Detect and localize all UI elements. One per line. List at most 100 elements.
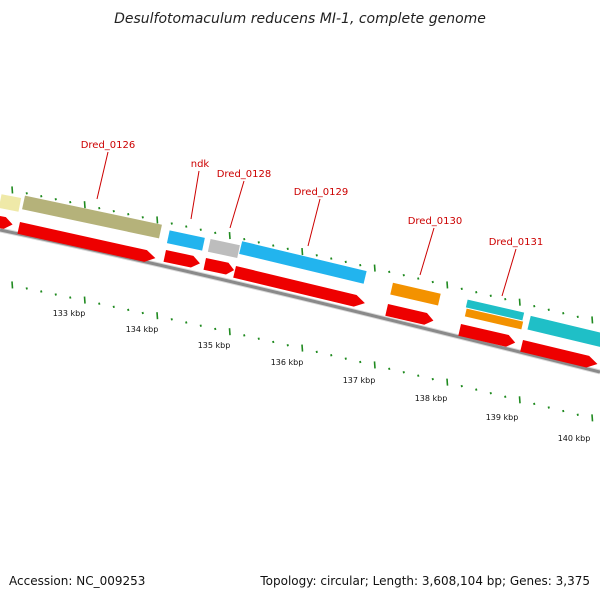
major-tick	[11, 186, 14, 194]
gene-label-dred-0130: Dred_0130	[408, 216, 463, 227]
backbone	[0, 227, 600, 375]
kbp-label-135: 135 kbp	[198, 341, 231, 350]
minor-tick	[359, 360, 362, 364]
minor-tick	[54, 293, 57, 296]
kbp-label-138: 138 kbp	[415, 394, 448, 403]
minor-tick	[25, 192, 28, 195]
minor-tick	[359, 263, 362, 267]
minor-tick	[576, 315, 579, 319]
minor-tick	[214, 327, 217, 331]
minor-tick	[69, 200, 72, 204]
minor-tick	[40, 290, 43, 293]
minor-tick	[286, 247, 289, 251]
cds-arrow	[203, 258, 235, 275]
minor-tick	[402, 371, 405, 374]
kbp-label-134: 134 kbp	[126, 325, 159, 334]
minor-tick	[504, 395, 507, 398]
label-line-dred-0131	[501, 248, 517, 297]
feature-bar-ndk	[166, 230, 205, 251]
gene-label-dred-0129: Dred_0129	[294, 187, 349, 198]
minor-tick	[504, 297, 507, 301]
minor-tick	[388, 270, 391, 274]
minor-tick	[460, 287, 463, 291]
feature-bar-khaki	[22, 195, 162, 239]
major-tick	[518, 396, 521, 404]
feature-bar-sky	[239, 241, 367, 284]
major-tick	[301, 344, 304, 352]
minor-tick	[402, 273, 405, 277]
minor-tick	[344, 260, 347, 264]
major-tick	[228, 231, 231, 240]
kbp-label-140: 140 kbp	[558, 434, 591, 443]
minor-tick	[98, 206, 101, 210]
cds-arrow	[233, 266, 365, 307]
minor-tick	[562, 409, 565, 413]
major-tick	[156, 216, 159, 224]
minor-tick	[417, 277, 420, 280]
minor-tick	[170, 318, 173, 321]
gene-label-lines	[96, 151, 517, 297]
minor-tick	[127, 213, 130, 216]
major-tick	[373, 361, 376, 369]
feature-bars	[0, 194, 600, 349]
kbp-labels: 133 kbp 134 kbp 135 kbp 136 kbp 137 kbp …	[53, 309, 591, 443]
minor-tick	[315, 350, 318, 354]
minor-tick	[272, 340, 275, 344]
minor-tick	[112, 305, 115, 309]
minor-tick	[40, 195, 43, 198]
minor-tick	[431, 280, 434, 284]
minor-tick	[25, 287, 28, 290]
minor-tick	[388, 367, 391, 371]
label-line-dred-0126	[96, 151, 109, 200]
minor-tick	[330, 257, 333, 260]
minor-tick	[576, 413, 579, 416]
cds-arrow	[520, 340, 598, 368]
feature-bar-gray	[207, 239, 240, 258]
gene-label-ndk: ndk	[191, 159, 210, 170]
minor-tick	[417, 374, 420, 377]
label-line-dred-0130	[419, 227, 435, 276]
minor-tick	[243, 334, 246, 337]
minor-tick	[272, 244, 275, 247]
cds-arrows	[0, 212, 598, 368]
kbp-label-139: 139 kbp	[486, 413, 519, 422]
major-tick	[11, 281, 14, 289]
minor-tick	[199, 324, 202, 327]
feature-bar-pale-yellow	[0, 194, 22, 212]
minor-tick	[257, 337, 260, 340]
label-line-dred-0129	[307, 198, 321, 247]
gene-label-dred-0126: Dred_0126	[81, 140, 136, 151]
major-tick	[228, 328, 231, 336]
feature-bar-teal-right	[527, 315, 600, 349]
major-tick	[518, 298, 521, 306]
cds-arrow	[385, 304, 434, 325]
minor-tick	[489, 294, 492, 297]
minor-tick	[489, 391, 492, 395]
minor-tick	[460, 384, 463, 388]
major-tick	[591, 414, 594, 422]
minor-tick	[315, 254, 318, 257]
feature-bar-orange-lower	[464, 308, 524, 330]
genome-summary-text: Topology: circular; Length: 3,608,104 bp…	[260, 574, 590, 588]
minor-tick	[141, 311, 144, 315]
minor-tick	[330, 354, 333, 357]
minor-tick	[431, 377, 434, 381]
minor-tick	[185, 225, 188, 228]
minor-tick	[112, 209, 115, 213]
kbp-label-137: 137 kbp	[343, 376, 376, 385]
cds-arrow	[458, 324, 516, 347]
minor-tick	[475, 291, 478, 294]
major-tick	[591, 316, 594, 324]
inner-tick-ring	[11, 281, 594, 422]
minor-tick	[547, 406, 550, 409]
minor-tick	[475, 388, 478, 391]
minor-tick	[286, 344, 289, 347]
label-line-dred-0128	[229, 180, 245, 229]
gene-label-dred-0131: Dred_0131	[489, 237, 544, 248]
minor-tick	[344, 357, 347, 360]
minor-tick	[98, 302, 101, 305]
minor-tick	[243, 237, 246, 241]
minor-tick	[562, 312, 565, 315]
minor-tick	[185, 321, 188, 324]
major-tick	[156, 312, 159, 320]
